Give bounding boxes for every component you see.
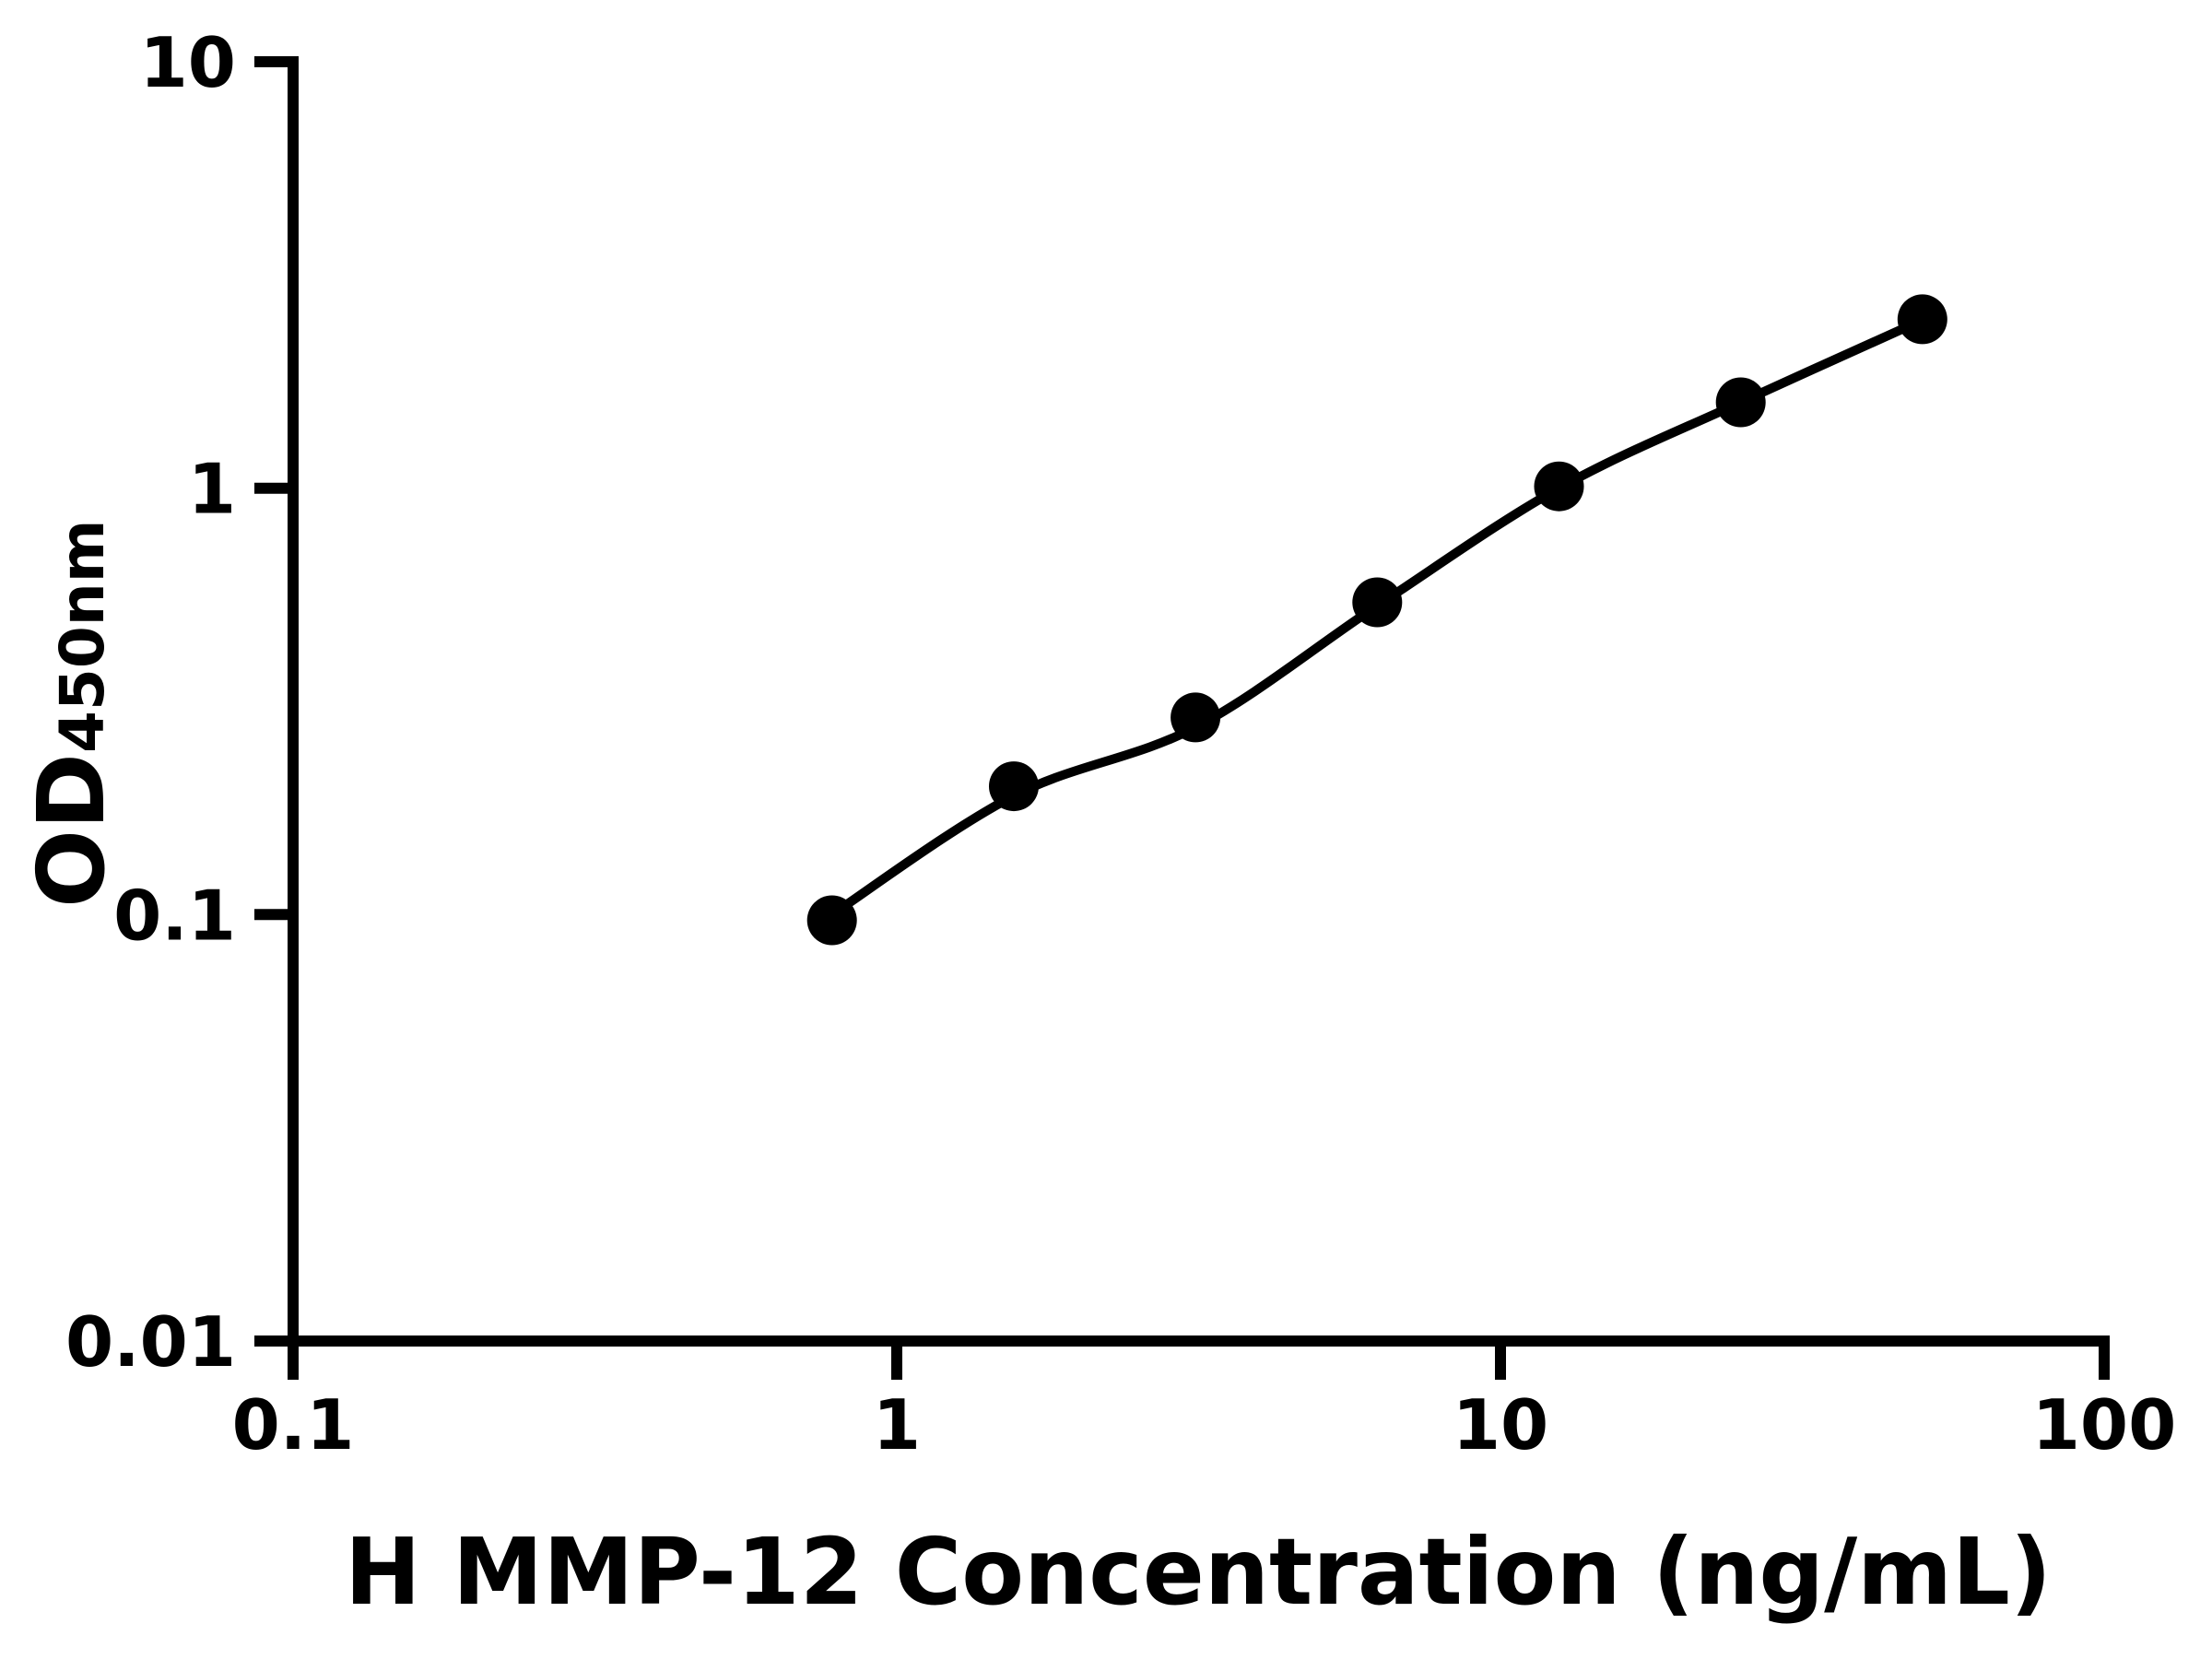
x-axis-tick-labels: 0.1 1 10 100 [232, 1384, 2177, 1465]
data-point [1352, 577, 1403, 628]
data-point [1534, 461, 1584, 512]
y-tick-label-0.1: 0.1 [113, 875, 236, 956]
y-tick-label-1: 1 [188, 449, 236, 530]
y-tick-label-0.01: 0.01 [65, 1301, 236, 1382]
data-point [806, 895, 857, 946]
x-axis-ticks [288, 1341, 2110, 1380]
y-tick-label-10: 10 [140, 22, 236, 103]
data-point [1715, 377, 1766, 428]
x-tick-label-1: 1 [873, 1384, 921, 1465]
y-axis-title: OD450nm [18, 519, 125, 908]
x-tick-label-100: 100 [2032, 1384, 2177, 1465]
x-tick-label-10: 10 [1453, 1384, 1548, 1465]
x-axis-title: H MMP-12 Concentration (ng/mL) [345, 1518, 2052, 1626]
data-point [989, 761, 1039, 812]
y-axis-tick-labels: 0.01 0.1 1 10 [65, 22, 236, 1382]
x-tick-label-0.1: 0.1 [232, 1384, 355, 1465]
data-point [1171, 692, 1221, 743]
data-points [806, 294, 1947, 946]
data-point [1897, 294, 1947, 345]
y-axis-ticks [254, 56, 293, 1347]
y-axis-title-sub: 450nm [47, 519, 118, 753]
y-axis-title-main: OD [18, 753, 125, 908]
